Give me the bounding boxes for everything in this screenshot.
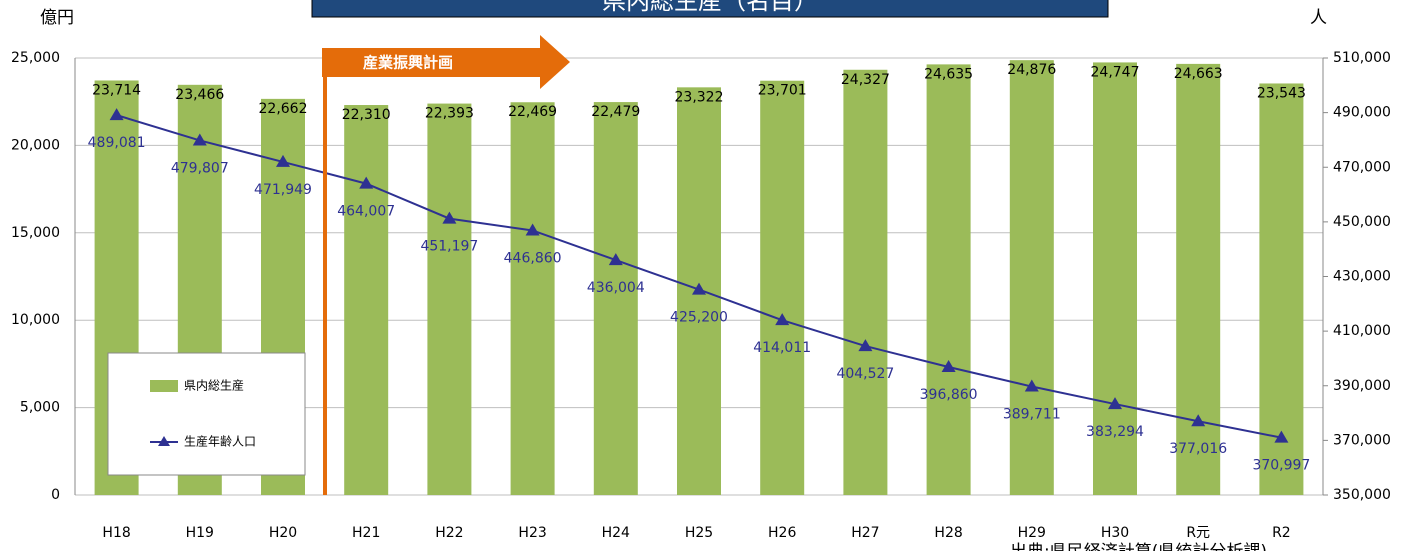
line-value-label: 489,081 — [88, 135, 146, 151]
line-marker — [525, 223, 540, 236]
line-marker — [1191, 414, 1206, 427]
y2-tick-label: 470,000 — [1333, 159, 1391, 175]
title-box — [311, 0, 1109, 18]
line-value-label: 436,004 — [587, 280, 645, 296]
line-marker — [109, 108, 124, 121]
y-tick-label: 10,000 — [11, 312, 60, 328]
line-value-label: 479,807 — [171, 160, 229, 176]
x-tick-label: H26 — [768, 525, 796, 541]
line-value-label: 414,011 — [753, 340, 811, 356]
bar — [1009, 60, 1054, 496]
bar-value-label: 23,466 — [175, 87, 224, 103]
x-tick-label: H21 — [352, 525, 380, 541]
bar-value-label: 24,635 — [924, 66, 973, 82]
line-marker — [1274, 430, 1289, 443]
x-tick-label: H28 — [934, 525, 962, 541]
bar — [1176, 63, 1221, 496]
y2-tick-label: 450,000 — [1333, 214, 1391, 230]
line-value-label: 446,860 — [504, 250, 562, 266]
bar-value-label: 24,876 — [1007, 62, 1056, 78]
bar — [843, 69, 888, 495]
y-tick-label: 0 — [51, 487, 60, 503]
y-tick-label: 20,000 — [11, 137, 60, 153]
bar — [760, 80, 805, 496]
line-marker — [442, 211, 457, 224]
line-value-label: 451,197 — [420, 239, 478, 255]
line-value-label: 370,997 — [1252, 458, 1310, 474]
y2-tick-label: 490,000 — [1333, 105, 1391, 121]
legend-label: 県内総生産 — [184, 378, 244, 393]
bar-value-label: 24,663 — [1174, 66, 1223, 82]
y2-tick-label: 430,000 — [1333, 269, 1391, 285]
line-marker — [276, 154, 290, 167]
bar-value-label: 23,322 — [675, 89, 724, 105]
bar — [926, 64, 971, 496]
y-tick-label: 25,000 — [11, 50, 60, 66]
y-tick-label: 15,000 — [11, 225, 60, 241]
bar-value-label: 23,714 — [92, 82, 141, 98]
annotation: 産業振興計画 — [363, 54, 453, 72]
line-marker — [192, 133, 207, 146]
y2-axis-label: 人 — [1310, 8, 1327, 28]
bar — [1093, 62, 1137, 496]
line-marker — [359, 176, 374, 189]
bar — [427, 103, 472, 495]
line-marker — [941, 360, 956, 373]
line-marker — [608, 253, 623, 266]
bar — [1259, 83, 1304, 496]
legend-swatch — [150, 380, 178, 392]
bar-value-label: 22,393 — [425, 106, 474, 122]
legend-label: 生産年齢人口 — [184, 434, 256, 449]
bar-value-label: 23,701 — [758, 83, 807, 99]
x-tick-label: R2 — [1272, 525, 1291, 541]
line-value-label: 425,200 — [670, 310, 728, 326]
x-tick-label: H19 — [186, 525, 214, 541]
x-tick-label: H23 — [518, 525, 546, 541]
line-value-label: 396,860 — [920, 387, 978, 403]
x-tick-label: H24 — [602, 525, 630, 541]
bar-value-label: 22,469 — [508, 104, 557, 120]
bar — [344, 105, 389, 495]
legend-box — [107, 352, 306, 476]
line-value-label: 464,007 — [337, 204, 395, 220]
x-tick-label: H22 — [435, 525, 463, 541]
annotation-arrow — [322, 35, 570, 89]
line-marker — [775, 313, 790, 326]
line-value-label: 471,949 — [254, 182, 312, 198]
y2-tick-label: 390,000 — [1333, 378, 1391, 394]
line-marker — [1024, 379, 1039, 392]
bar — [510, 102, 555, 495]
bar-value-label: 22,310 — [342, 107, 391, 123]
bar-value-label: 24,327 — [841, 72, 890, 88]
y2-tick-label: 410,000 — [1333, 323, 1391, 339]
x-tick-label: H29 — [1018, 525, 1046, 541]
y2-tick-label: 350,000 — [1333, 487, 1391, 503]
y-axis-label: 億円 — [40, 8, 74, 28]
y2-tick-label: 510,000 — [1333, 50, 1391, 66]
x-tick-label: H30 — [1101, 525, 1129, 541]
chart-title: 県内総生産（名目） — [602, 0, 818, 15]
bar-value-label: 22,662 — [259, 101, 308, 117]
x-tick-label: R元 — [1186, 525, 1210, 541]
bar — [593, 102, 638, 495]
x-tick-label: H18 — [102, 525, 130, 541]
line-value-label: 389,711 — [1003, 407, 1061, 423]
legend-marker — [158, 436, 170, 446]
y-tick-label: 5,000 — [20, 400, 60, 416]
bar-value-label: 22,479 — [591, 104, 640, 120]
x-tick-label: H27 — [851, 525, 879, 541]
x-tick-label: H20 — [269, 525, 297, 541]
line-marker — [858, 339, 873, 352]
source: 出典:県民経済計算(県統計分析課) — [1010, 542, 1267, 551]
line-value-label: 383,294 — [1086, 424, 1144, 440]
line-value-label: 404,527 — [836, 366, 894, 382]
x-tick-label: H25 — [685, 525, 713, 541]
y2-tick-label: 370,000 — [1333, 432, 1391, 448]
line-marker — [692, 282, 706, 295]
bar-value-label: 24,747 — [1091, 64, 1140, 80]
line-marker — [1108, 397, 1122, 410]
bar-value-label: 23,543 — [1257, 85, 1306, 101]
line-value-label: 377,016 — [1169, 441, 1227, 457]
